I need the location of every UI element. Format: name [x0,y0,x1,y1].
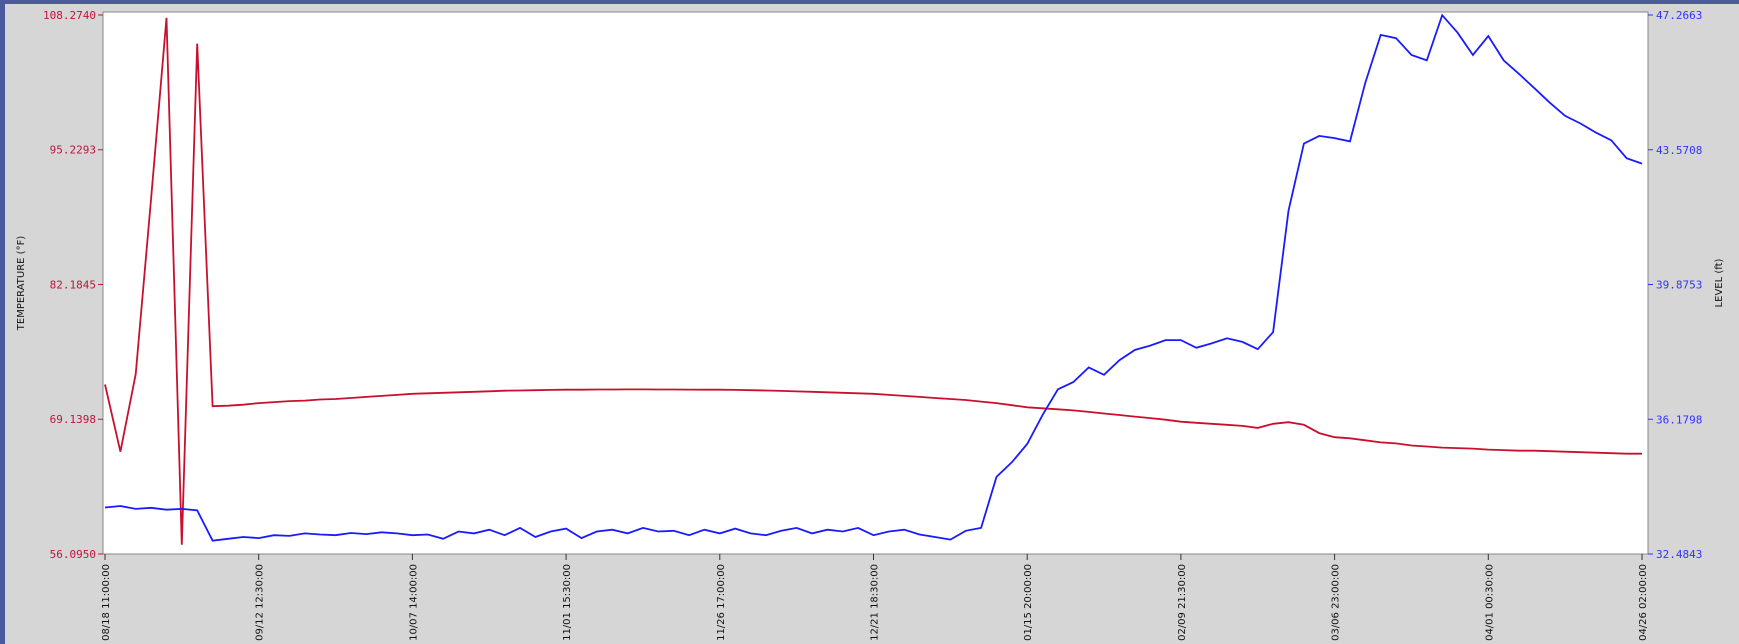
frame-left [0,0,5,644]
x-tick-label: 11/26 17:00:00 [716,564,727,641]
y2-tick-label: 39.8753 [1656,279,1702,292]
series-line [104,17,1642,545]
y2-tick-label: 43.5708 [1656,144,1702,157]
frame-top [0,0,1739,4]
y2-axis-label: LEVEL (ft) [1714,258,1725,307]
y-tick-label: 108.2740 [43,9,96,22]
x-tick-label: 04/01 00:30:00 [1484,564,1495,641]
y2-tick-label: 47.2663 [1656,9,1702,22]
y-axis-label: TEMPERATURE (°F) [16,236,27,332]
x-tick-label: 08/18 11:00:00 [101,564,112,641]
x-tick-label: 03/06 23:00:00 [1331,564,1342,641]
x-tick-label: 01/15 20:00:00 [1023,564,1034,641]
x-tick-label: 12/21 18:30:00 [870,564,881,641]
y-tick-label: 69.1398 [50,413,96,426]
x-tick-label: 04/26 02:00:00 [1638,564,1649,641]
series-line [104,13,1643,542]
x-tick-label: 10/07 14:00:00 [408,564,419,641]
plot-area [102,11,1649,555]
x-tick-label: 02/09 21:30:00 [1177,564,1188,641]
y-tick-label: 95.2293 [50,144,96,157]
x-tick-label: 09/12 12:30:00 [255,564,266,641]
y2-tick-label: 32.4843 [1656,548,1702,561]
x-tick-label: 11/01 15:30:00 [562,564,573,641]
y-tick-label: 82.1845 [50,279,96,292]
y2-tick-label: 36.1798 [1656,413,1702,426]
y-tick-label: 56.0950 [50,548,96,561]
